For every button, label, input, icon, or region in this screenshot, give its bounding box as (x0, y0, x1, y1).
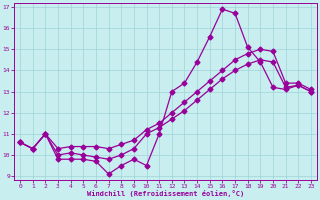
X-axis label: Windchill (Refroidissement éolien,°C): Windchill (Refroidissement éolien,°C) (87, 190, 244, 197)
